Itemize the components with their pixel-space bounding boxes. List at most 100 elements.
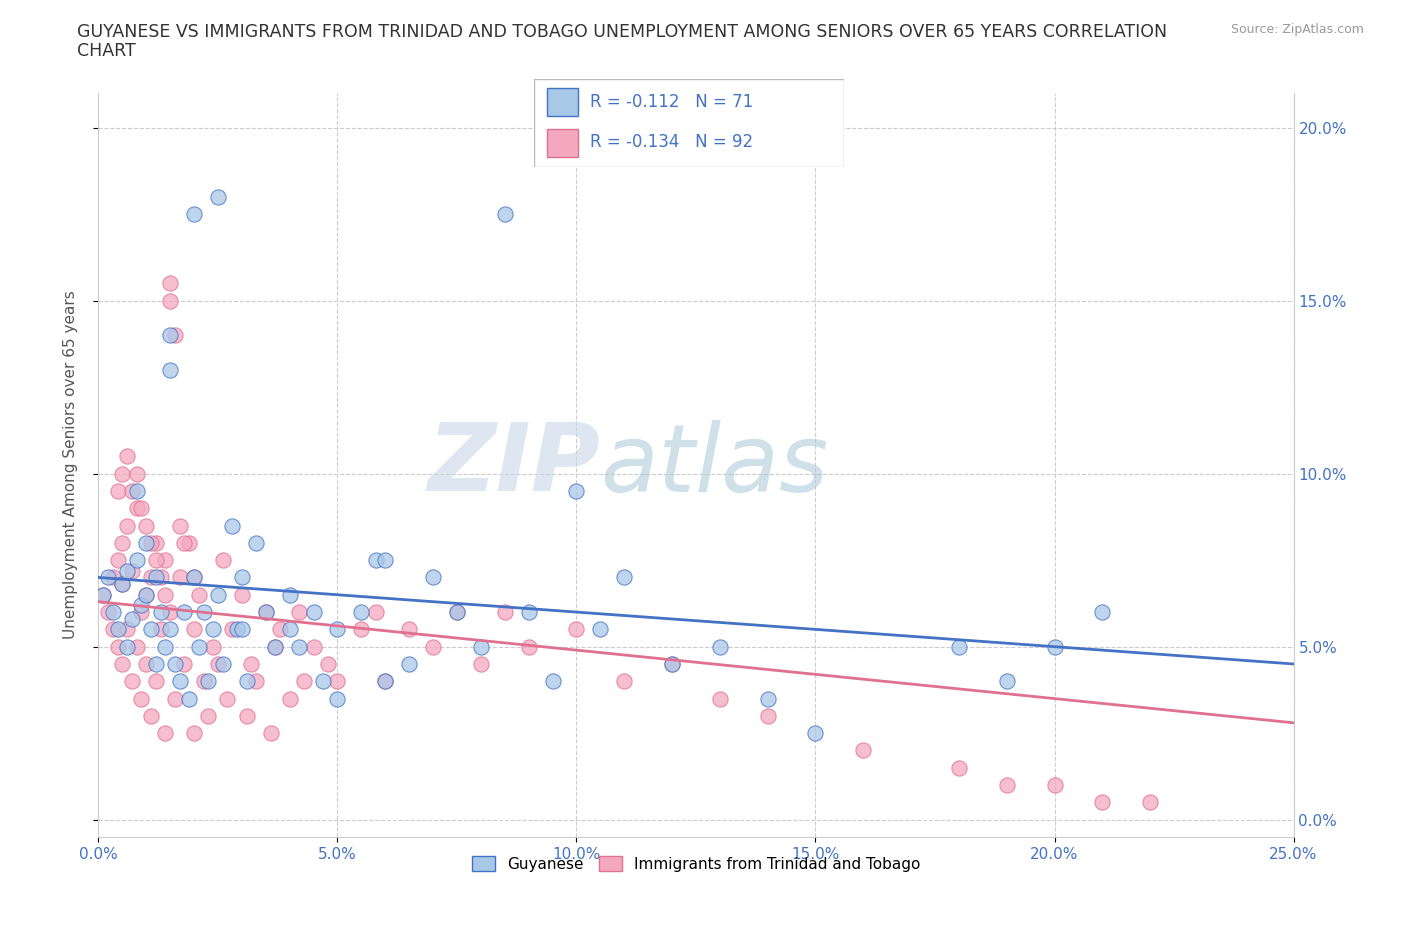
Point: [125, 552, 148, 567]
Point: [97, 604, 120, 619]
Point: [398, 622, 420, 637]
Point: [517, 604, 540, 619]
Point: [149, 570, 172, 585]
Point: [422, 639, 444, 654]
Point: [948, 761, 970, 776]
Point: [145, 536, 167, 551]
Point: [235, 674, 257, 689]
Point: [852, 743, 875, 758]
Point: [179, 691, 201, 706]
Point: [159, 363, 181, 378]
Point: [183, 570, 205, 585]
Point: [1043, 639, 1066, 654]
Point: [135, 588, 157, 603]
Point: [240, 657, 263, 671]
Point: [1091, 604, 1114, 619]
Point: [135, 518, 157, 533]
Point: [995, 777, 1018, 792]
Point: [326, 622, 349, 637]
Point: [374, 674, 396, 689]
Point: [101, 604, 124, 619]
Point: [149, 622, 172, 637]
Point: [115, 622, 138, 637]
Point: [517, 639, 540, 654]
Text: R = -0.112   N = 71: R = -0.112 N = 71: [591, 93, 754, 111]
Text: Source: ZipAtlas.com: Source: ZipAtlas.com: [1230, 23, 1364, 36]
Point: [494, 604, 516, 619]
Point: [107, 639, 129, 654]
Point: [107, 552, 129, 567]
Point: [183, 622, 205, 637]
Point: [145, 657, 167, 671]
Point: [207, 190, 229, 205]
Point: [446, 604, 468, 619]
Point: [661, 657, 683, 671]
Point: [125, 501, 148, 516]
Point: [193, 674, 215, 689]
Point: [169, 570, 191, 585]
Point: [125, 484, 148, 498]
Point: [756, 709, 779, 724]
Point: [121, 674, 143, 689]
Point: [269, 622, 291, 637]
Point: [173, 536, 195, 551]
Bar: [547, 88, 578, 116]
Point: [159, 276, 181, 291]
Point: [145, 674, 167, 689]
Point: [169, 518, 191, 533]
Point: [374, 552, 396, 567]
Point: [494, 206, 516, 221]
Point: [197, 709, 219, 724]
Point: [470, 657, 492, 671]
Point: [125, 466, 148, 481]
Point: [197, 674, 219, 689]
Text: ZIP: ZIP: [427, 419, 600, 511]
Point: [159, 327, 181, 342]
Point: [398, 657, 420, 671]
Point: [613, 570, 636, 585]
Point: [207, 588, 229, 603]
Point: [292, 674, 315, 689]
Point: [139, 570, 162, 585]
Point: [155, 588, 177, 603]
Point: [422, 570, 444, 585]
Point: [163, 327, 186, 342]
Point: [259, 725, 281, 740]
Point: [121, 612, 143, 627]
Point: [183, 725, 205, 740]
Point: [145, 552, 167, 567]
Point: [169, 674, 191, 689]
Point: [97, 570, 120, 585]
Point: [202, 639, 225, 654]
Point: [302, 639, 325, 654]
Point: [193, 604, 215, 619]
Point: [145, 570, 167, 585]
Point: [135, 588, 157, 603]
Point: [221, 622, 243, 637]
Bar: [547, 128, 578, 157]
Point: [350, 622, 373, 637]
Point: [121, 484, 143, 498]
Point: [288, 639, 311, 654]
Point: [111, 466, 134, 481]
Point: [316, 657, 339, 671]
Point: [326, 691, 349, 706]
Point: [995, 674, 1018, 689]
Point: [613, 674, 636, 689]
Point: [139, 709, 162, 724]
Point: [183, 570, 205, 585]
Point: [202, 622, 225, 637]
Point: [187, 588, 209, 603]
Point: [179, 536, 201, 551]
Point: [131, 501, 153, 516]
Point: [1043, 777, 1066, 792]
Point: [245, 536, 267, 551]
Point: [101, 622, 124, 637]
Point: [1139, 795, 1161, 810]
Point: [159, 604, 181, 619]
Point: [155, 639, 177, 654]
Point: [948, 639, 970, 654]
Point: [155, 725, 177, 740]
Point: [135, 536, 157, 551]
Point: [326, 674, 349, 689]
